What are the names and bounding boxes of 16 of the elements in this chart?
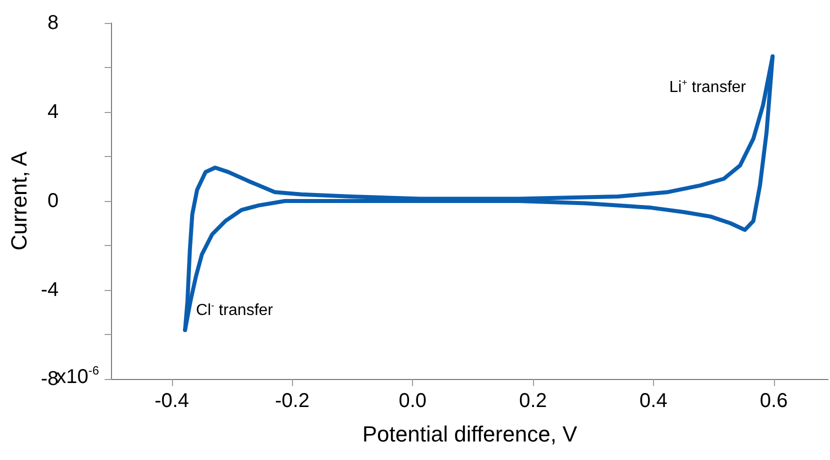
text: x10$^{-6}$	[56, 364, 99, 388]
x-tick-label: -0.4	[154, 390, 190, 412]
x-tick-label: 0.0	[398, 390, 427, 412]
x-tick-label: 0.2	[519, 390, 547, 412]
annotation: Cl$^{-}$ transfer	[196, 300, 273, 319]
x-tick-label: 0.6	[760, 390, 788, 412]
y-tick-label: 0	[48, 190, 59, 212]
x-axis-title: Potential difference, V	[362, 422, 578, 446]
x-tick-label: 0.4	[640, 390, 668, 412]
y-tick-label: -8	[40, 368, 59, 390]
y-tick-label: -4	[40, 279, 59, 301]
y-axis-title: Current, A	[6, 151, 32, 251]
annotation: Li$^{+}$ transfer	[669, 77, 746, 96]
y-tick-label: 4	[48, 101, 59, 123]
y-tick-label: 8	[48, 12, 59, 34]
x-tick-label: -0.2	[274, 390, 310, 412]
